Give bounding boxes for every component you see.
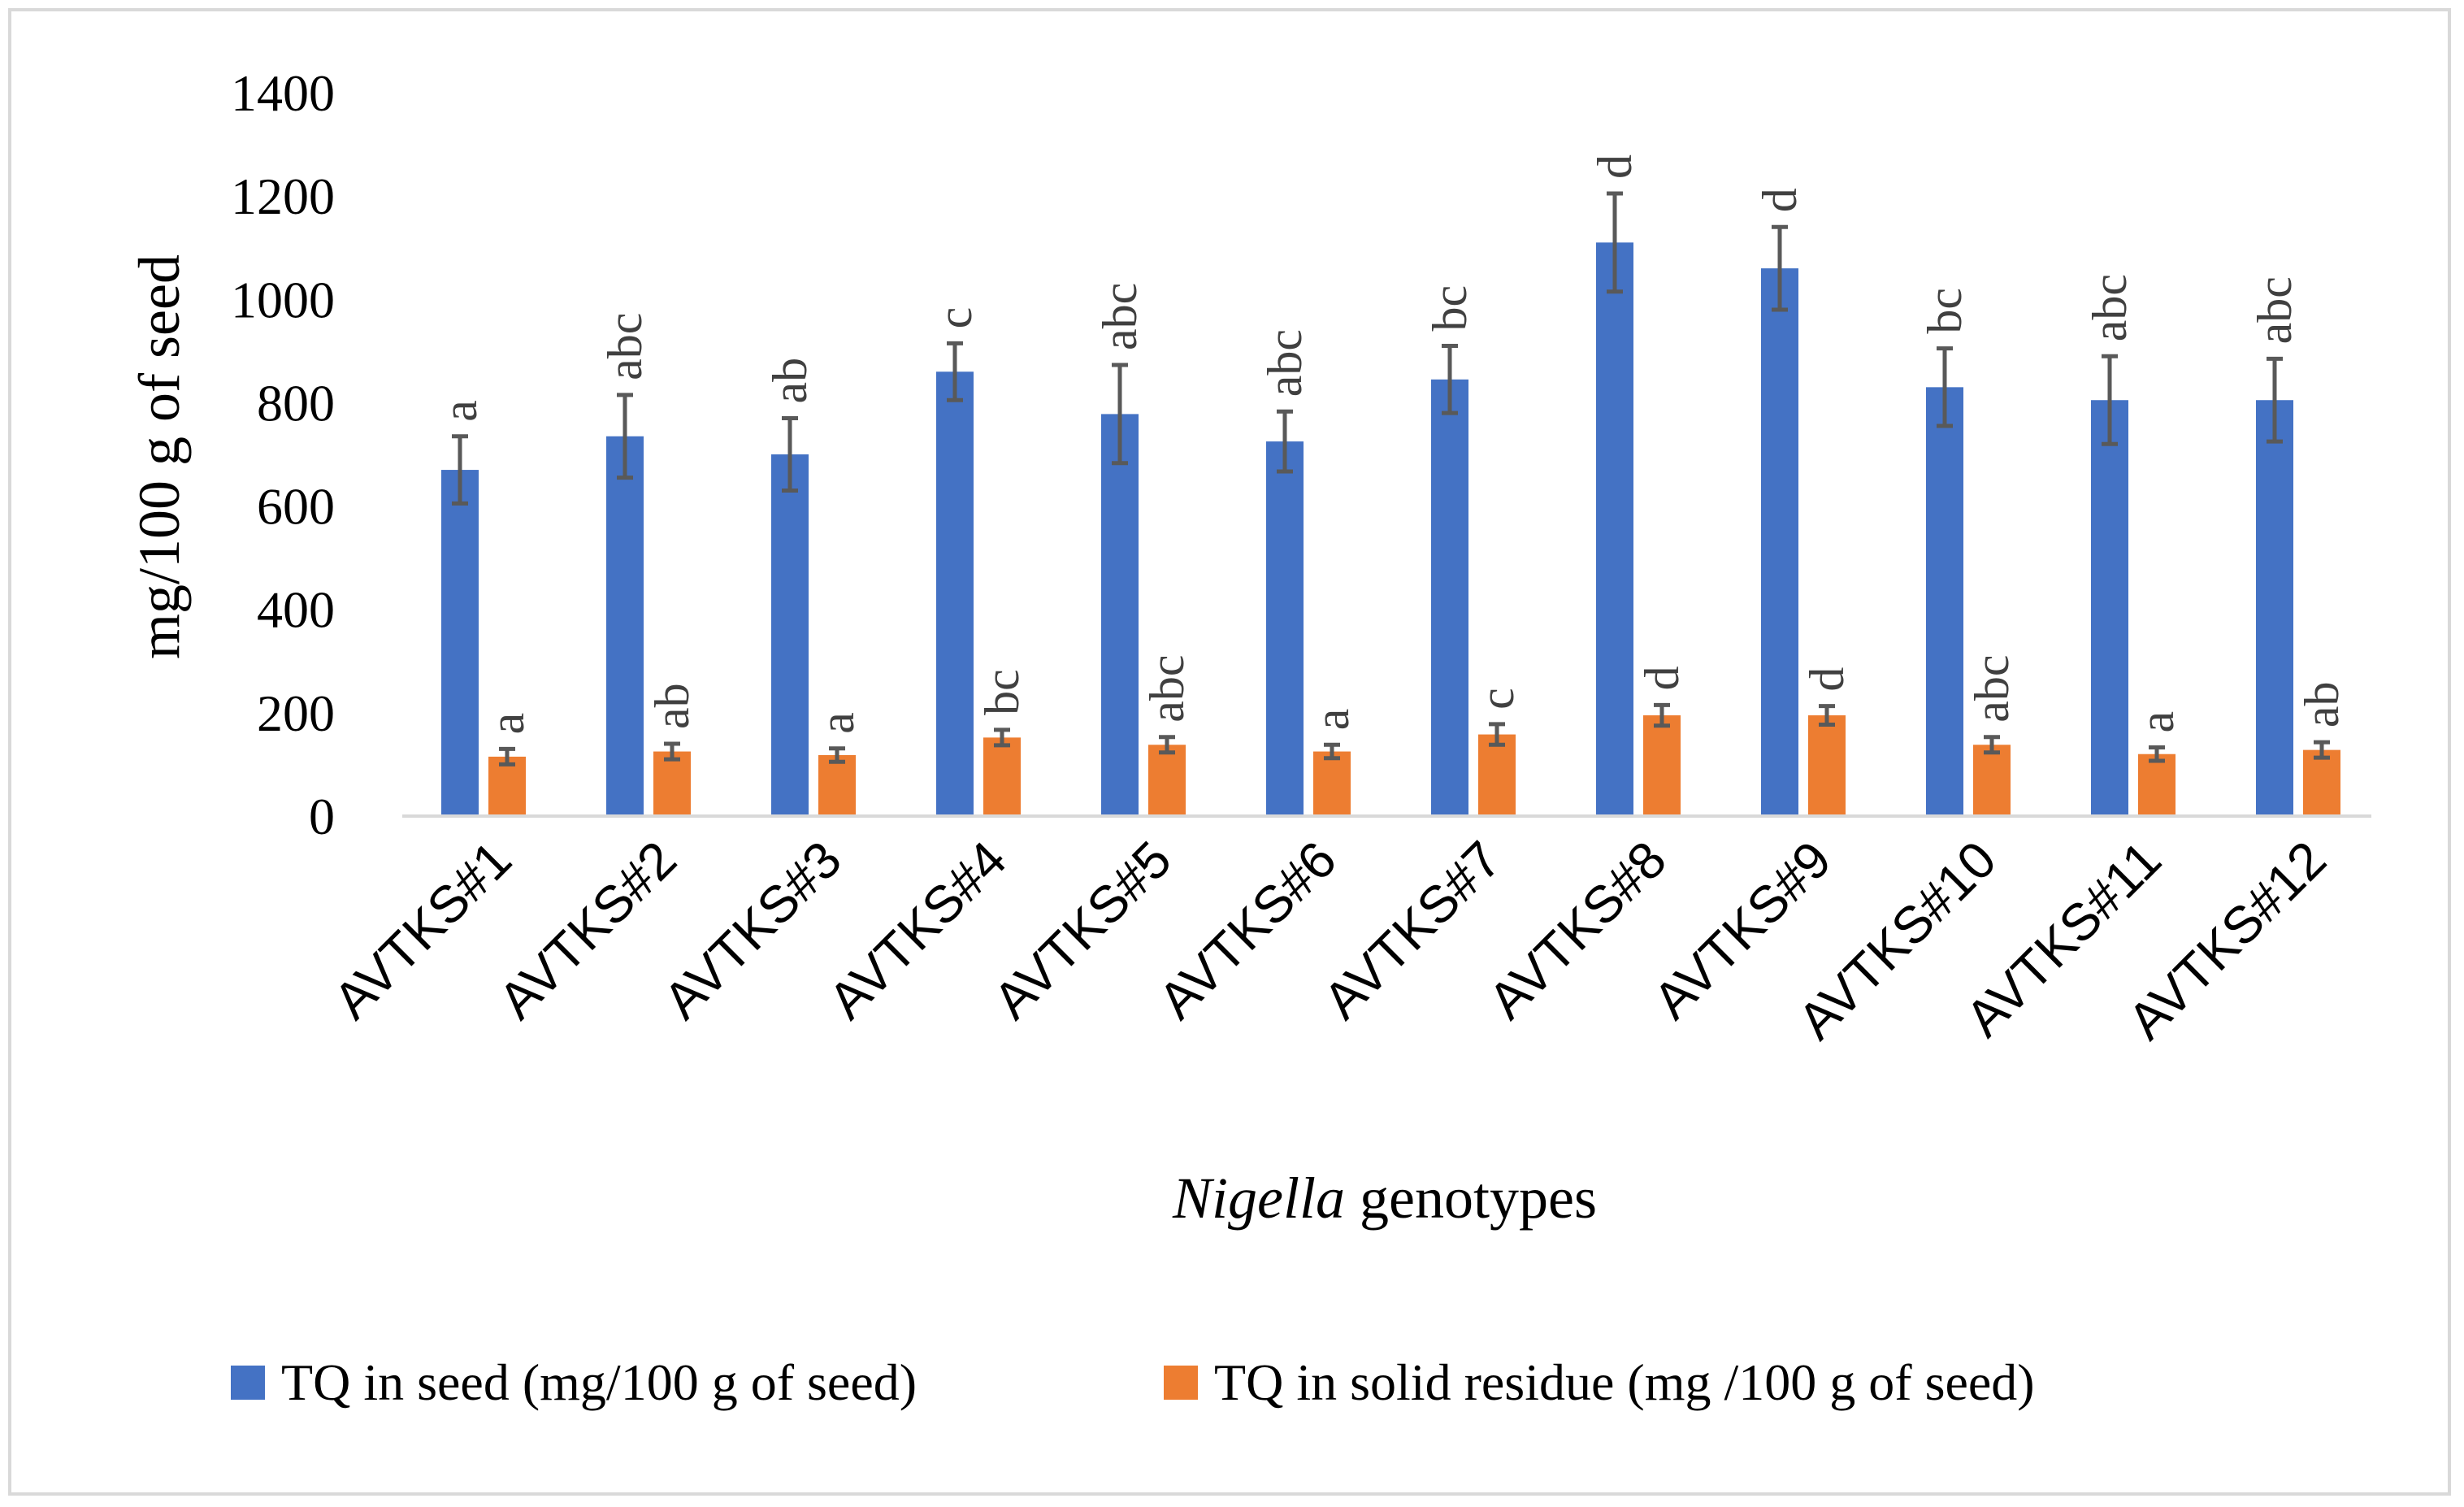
y-tick-label: 600: [257, 478, 335, 536]
bar-residue: [1973, 745, 2011, 816]
y-tick-label: 1400: [231, 64, 335, 122]
bar-residue: [1148, 745, 1186, 816]
significance-label: abc: [1258, 329, 1312, 397]
x-category-label: AVTKS#7: [1312, 830, 1512, 1030]
bar-residue: [653, 751, 691, 816]
x-category-label: AVTKS#4: [818, 830, 1017, 1030]
bar-residue: [1643, 715, 1681, 816]
x-category-label: AVTKS#8: [1477, 830, 1677, 1030]
significance-label: d: [1800, 667, 1854, 692]
significance-label: a: [810, 712, 864, 734]
significance-label: bc: [975, 669, 1029, 715]
x-category-label: AVTKS#6: [1147, 830, 1347, 1030]
significance-label: c: [1470, 688, 1524, 710]
bar-residue: [2303, 749, 2340, 816]
chart-frame: [8, 8, 2451, 1496]
significance-label: a: [480, 713, 534, 735]
legend-swatch-residue: [1164, 1366, 1198, 1400]
y-tick-label: 1200: [231, 167, 335, 225]
x-axis-categories: AVTKS#1AVTKS#2AVTKS#3AVTKS#4AVTKS#5AVTKS…: [323, 830, 2337, 1050]
legend-label-seed: TQ in seed (mg/100 g of seed): [281, 1353, 917, 1411]
significance-label: abc: [1965, 654, 2019, 722]
significance-label: c: [928, 307, 982, 329]
legend-label-residue: TQ in solid residue (mg /100 g of seed): [1214, 1353, 2035, 1411]
y-tick-label: 800: [257, 374, 335, 432]
significance-label: d: [1635, 666, 1689, 690]
x-axis-title-italic: Nigella: [1172, 1166, 1345, 1231]
significance-label: abc: [2248, 276, 2301, 344]
significance-label: a: [433, 400, 487, 422]
significance-label: abc: [1093, 283, 1147, 350]
x-category-label: AVTKS#3: [653, 830, 852, 1030]
legend-swatch-seed: [231, 1366, 265, 1400]
x-axis-title-rest: genotypes: [1345, 1166, 1597, 1231]
bar-residue: [2138, 754, 2176, 816]
significance-label: abc: [598, 313, 652, 380]
significance-label: d: [1753, 188, 1807, 212]
bar-seed: [1596, 242, 1633, 816]
legend: TQ in seed (mg/100 g of seed) TQ in soli…: [231, 1353, 2035, 1411]
y-axis-ticks: 0 200 400 600 800 1000 1200 1400: [231, 64, 335, 845]
x-category-label: AVTKS#2: [488, 830, 688, 1030]
bar-residue: [983, 737, 1021, 816]
bar-residue: [1808, 715, 1846, 816]
significance-label: d: [1588, 154, 1642, 179]
bar-residue: [818, 754, 856, 816]
significance-label: a: [1305, 709, 1359, 731]
bar-seed: [1101, 414, 1139, 816]
bar-residue: [488, 756, 526, 816]
bar-residue: [1478, 734, 1516, 816]
bar-seed: [2091, 400, 2128, 816]
y-axis-title: mg/100 g of seed: [127, 254, 192, 659]
y-tick-label: 400: [257, 581, 335, 639]
significance-label: bc: [1423, 285, 1477, 332]
significance-label: a: [2130, 711, 2184, 733]
bar-seed: [441, 470, 479, 816]
plot-area: aaabcababacbcabcabcabcabccddddbcabcabcaa…: [433, 154, 2349, 817]
significance-label: ab: [763, 358, 817, 404]
significance-label: bc: [1918, 288, 1972, 334]
bar-seed: [2256, 400, 2293, 816]
x-category-label: AVTKS#5: [983, 830, 1182, 1030]
y-tick-label: 0: [309, 788, 335, 845]
bar-seed: [771, 454, 809, 816]
bar-seed: [1266, 441, 1304, 816]
bar-seed: [1431, 379, 1468, 817]
significance-label: abc: [2083, 274, 2136, 341]
bar-seed: [606, 436, 644, 816]
significance-label: ab: [2295, 681, 2349, 727]
bar-seed: [936, 371, 974, 816]
bar-seed: [1761, 268, 1798, 817]
x-axis-title: Nigella genotypes: [1172, 1166, 1597, 1231]
y-tick-label: 200: [257, 684, 335, 742]
bar-residue: [1313, 751, 1351, 816]
significance-label: abc: [1140, 654, 1194, 722]
y-tick-label: 1000: [231, 271, 335, 328]
x-category-label: AVTKS#1: [323, 830, 523, 1030]
bar-seed: [1926, 387, 1963, 816]
significance-label: ab: [645, 683, 699, 729]
